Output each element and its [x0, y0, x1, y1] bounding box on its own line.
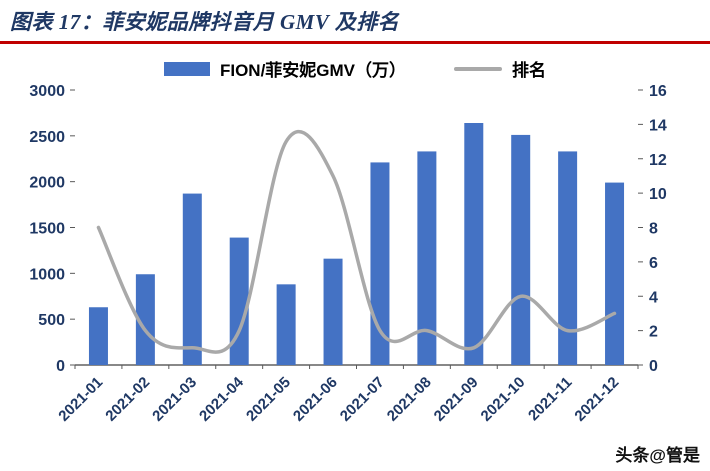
svg-text:4: 4	[649, 289, 658, 306]
svg-text:2: 2	[649, 324, 658, 341]
svg-text:2021-07: 2021-07	[337, 374, 388, 425]
svg-text:14: 14	[649, 117, 667, 134]
chart-legend: FION/菲安妮GMV（万） 排名	[0, 56, 710, 81]
svg-text:1500: 1500	[29, 221, 65, 238]
svg-text:0: 0	[56, 358, 65, 375]
line-series-swatch	[454, 66, 503, 71]
svg-text:2021-10: 2021-10	[478, 374, 529, 425]
svg-text:6: 6	[649, 255, 658, 272]
legend-item-gmv: FION/菲安妮GMV（万）	[163, 56, 407, 81]
svg-text:2021-06: 2021-06	[290, 374, 341, 425]
svg-text:16: 16	[649, 84, 667, 100]
svg-text:2000: 2000	[29, 175, 65, 192]
svg-text:3000: 3000	[29, 84, 65, 100]
svg-text:12: 12	[649, 152, 667, 169]
svg-text:8: 8	[649, 221, 658, 238]
svg-text:2021-12: 2021-12	[571, 374, 622, 425]
svg-text:1000: 1000	[29, 266, 65, 283]
legend-label-rank: 排名	[512, 61, 547, 80]
figure-title: 图表 17：菲安妮品牌抖音月 GMV 及排名	[10, 10, 400, 34]
svg-text:2021-01: 2021-01	[55, 374, 106, 425]
svg-text:500: 500	[38, 312, 65, 329]
svg-text:2021-09: 2021-09	[431, 374, 482, 425]
svg-text:2021-04: 2021-04	[196, 373, 247, 424]
figure-header: 图表 17：菲安妮品牌抖音月 GMV 及排名	[0, 0, 710, 44]
header-accent-rule	[0, 41, 710, 44]
svg-text:2021-08: 2021-08	[384, 374, 435, 425]
svg-text:2021-05: 2021-05	[243, 374, 294, 425]
svg-text:2021-11: 2021-11	[525, 374, 575, 424]
svg-text:2021-02: 2021-02	[102, 374, 153, 425]
watermark: 头条@管是	[615, 446, 700, 465]
legend-item-rank: 排名	[454, 56, 546, 81]
legend-label-gmv: FION/菲安妮GMV（万）	[219, 61, 407, 80]
svg-text:2021-03: 2021-03	[149, 374, 200, 425]
gmv-rank-combo-chart: 0 500 1000 1500 2000 2500 3000 0 2 4 6 8 10 12 14 16 202…	[29, 84, 667, 425]
bar-series-swatch	[163, 61, 210, 76]
svg-text:0: 0	[649, 358, 658, 375]
svg-text:10: 10	[649, 186, 667, 203]
svg-text:2500: 2500	[29, 129, 65, 146]
